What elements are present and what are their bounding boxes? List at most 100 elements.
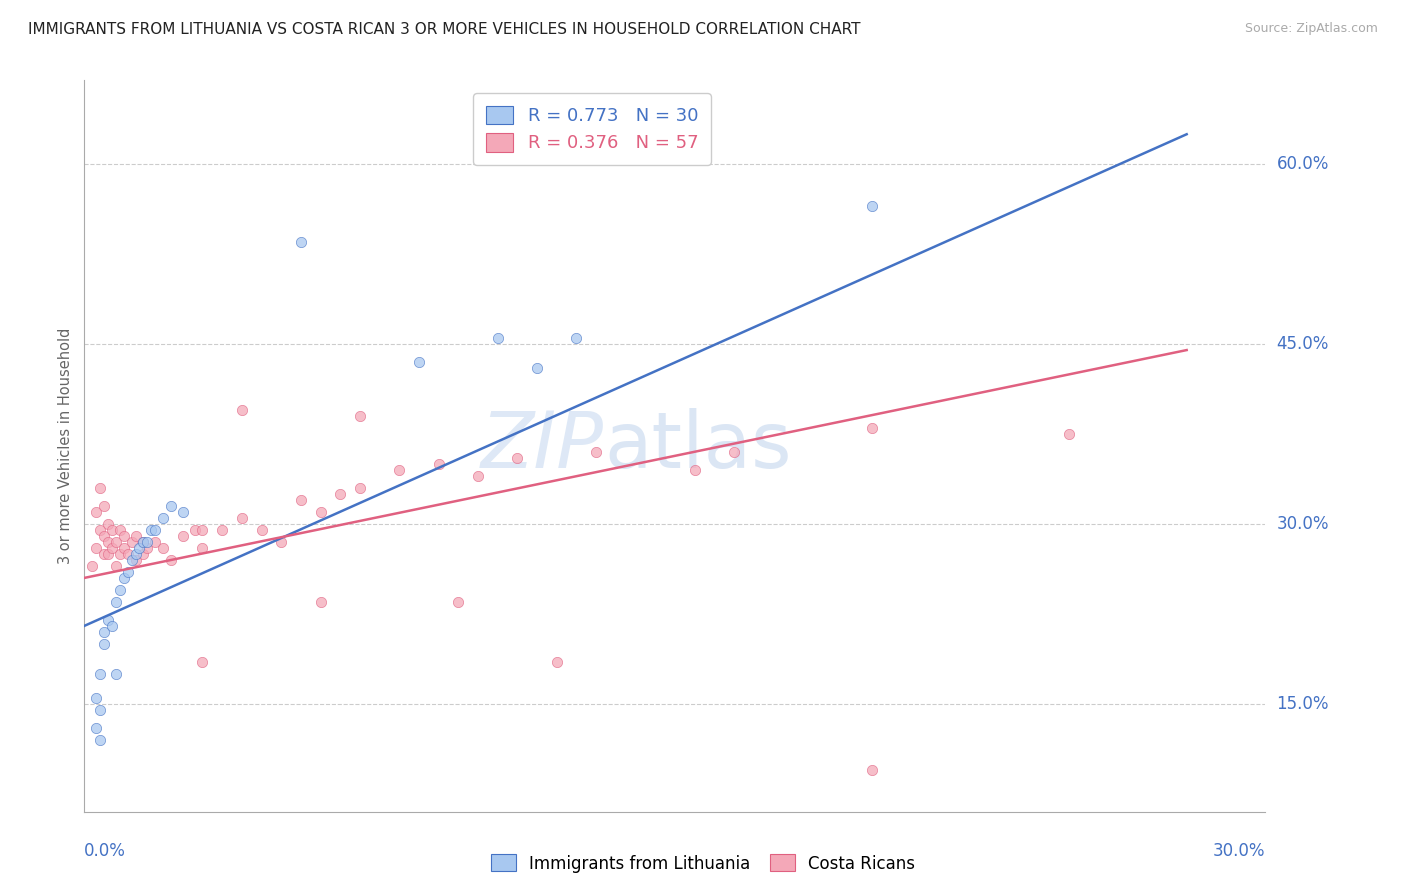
Text: 60.0%: 60.0%	[1277, 155, 1329, 173]
Point	[101, 619, 124, 633]
Point	[152, 511, 174, 525]
Point	[388, 463, 411, 477]
Point	[117, 565, 139, 579]
Legend: Immigrants from Lithuania, Costa Ricans: Immigrants from Lithuania, Costa Ricans	[484, 847, 922, 880]
Point	[211, 523, 233, 537]
Point	[349, 409, 371, 423]
Point	[89, 481, 111, 495]
Text: Source: ZipAtlas.com: Source: ZipAtlas.com	[1244, 22, 1378, 36]
Point	[860, 763, 883, 777]
Point	[89, 703, 111, 717]
Point	[112, 571, 135, 585]
Point	[860, 199, 883, 213]
Point	[97, 613, 120, 627]
Point	[84, 505, 107, 519]
Point	[121, 535, 143, 549]
Text: IMMIGRANTS FROM LITHUANIA VS COSTA RICAN 3 OR MORE VEHICLES IN HOUSEHOLD CORRELA: IMMIGRANTS FROM LITHUANIA VS COSTA RICAN…	[28, 22, 860, 37]
Point	[231, 403, 253, 417]
Point	[143, 535, 166, 549]
Point	[104, 595, 127, 609]
Point	[101, 523, 124, 537]
Point	[89, 666, 111, 681]
Point	[82, 558, 104, 573]
Point	[108, 547, 131, 561]
Point	[124, 553, 146, 567]
Point	[191, 541, 214, 555]
Point	[467, 469, 489, 483]
Point	[723, 445, 745, 459]
Point	[97, 516, 120, 531]
Text: 45.0%: 45.0%	[1277, 335, 1329, 353]
Point	[143, 523, 166, 537]
Point	[191, 655, 214, 669]
Point	[132, 535, 155, 549]
Point	[1057, 427, 1080, 442]
Point	[84, 541, 107, 555]
Point	[191, 523, 214, 537]
Point	[447, 595, 470, 609]
Point	[427, 457, 450, 471]
Legend: R = 0.773   N = 30, R = 0.376   N = 57: R = 0.773 N = 30, R = 0.376 N = 57	[474, 93, 711, 165]
Text: 30.0%: 30.0%	[1213, 842, 1265, 860]
Point	[309, 595, 332, 609]
Point	[136, 541, 159, 555]
Point	[250, 523, 273, 537]
Point	[152, 541, 174, 555]
Point	[546, 655, 568, 669]
Point	[270, 535, 292, 549]
Y-axis label: 3 or more Vehicles in Household: 3 or more Vehicles in Household	[58, 328, 73, 564]
Point	[132, 547, 155, 561]
Point	[506, 450, 529, 465]
Point	[104, 666, 127, 681]
Point	[290, 492, 312, 507]
Point	[136, 535, 159, 549]
Point	[172, 505, 194, 519]
Text: 15.0%: 15.0%	[1277, 695, 1329, 713]
Point	[89, 523, 111, 537]
Point	[128, 541, 150, 555]
Point	[84, 721, 107, 735]
Point	[101, 541, 124, 555]
Point	[408, 355, 430, 369]
Point	[108, 582, 131, 597]
Text: 0.0%: 0.0%	[84, 842, 127, 860]
Text: ZIP: ZIP	[481, 408, 605, 484]
Point	[84, 690, 107, 705]
Point	[565, 331, 588, 345]
Point	[121, 553, 143, 567]
Point	[683, 463, 706, 477]
Point	[526, 361, 548, 376]
Point	[97, 535, 120, 549]
Point	[860, 421, 883, 435]
Point	[93, 499, 115, 513]
Point	[172, 529, 194, 543]
Point	[486, 331, 509, 345]
Point	[104, 558, 127, 573]
Text: atlas: atlas	[605, 408, 792, 484]
Point	[160, 553, 183, 567]
Point	[108, 523, 131, 537]
Point	[141, 523, 163, 537]
Point	[104, 535, 127, 549]
Point	[124, 547, 146, 561]
Point	[231, 511, 253, 525]
Point	[160, 499, 183, 513]
Point	[93, 637, 115, 651]
Point	[349, 481, 371, 495]
Point	[585, 445, 607, 459]
Point	[89, 732, 111, 747]
Point	[93, 547, 115, 561]
Point	[112, 541, 135, 555]
Point	[183, 523, 205, 537]
Point	[112, 529, 135, 543]
Point	[117, 547, 139, 561]
Point	[309, 505, 332, 519]
Point	[329, 487, 352, 501]
Point	[132, 535, 155, 549]
Point	[290, 235, 312, 249]
Point	[93, 624, 115, 639]
Point	[97, 547, 120, 561]
Text: 30.0%: 30.0%	[1277, 515, 1329, 533]
Point	[93, 529, 115, 543]
Point	[124, 529, 146, 543]
